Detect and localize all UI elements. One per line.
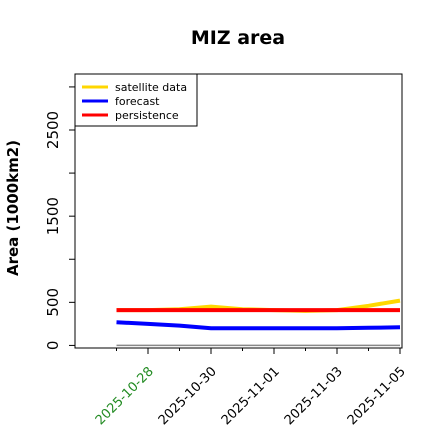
legend-label: persistence [115, 109, 179, 122]
x-tick-label: 2025-11-03 [282, 364, 346, 428]
y-tick-label: 0 [44, 341, 62, 351]
chart-title: MIZ area [191, 27, 285, 49]
x-tick-label: 2025-10-30 [156, 364, 220, 428]
plot-frame [74, 73, 403, 349]
legend-label: satellite data [115, 81, 187, 94]
plot-area: 0500150025002025-10-282025-10-302025-11-… [44, 73, 409, 428]
y-tick-label: 1500 [44, 197, 62, 235]
legend-label: forecast [115, 95, 160, 108]
x-tick-label: 2025-11-01 [219, 364, 283, 428]
series-line-forecast [116, 320, 401, 331]
y-tick-label: 2500 [44, 111, 62, 149]
y-axis-label: Area (1000km2) [4, 140, 22, 276]
y-tick-label: 500 [44, 288, 62, 317]
x-tick-label: 2025-11-05 [345, 364, 409, 428]
x-tick-label: 2025-10-28 [93, 364, 157, 428]
